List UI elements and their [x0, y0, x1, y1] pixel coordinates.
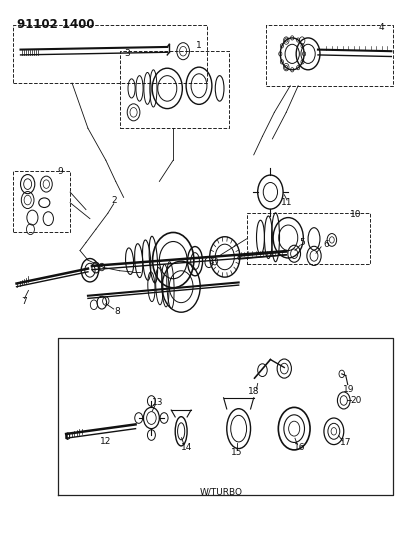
Text: 2: 2 — [111, 196, 117, 205]
Text: 3: 3 — [125, 50, 131, 58]
Text: 91102 1400: 91102 1400 — [17, 18, 94, 31]
Text: 13: 13 — [152, 398, 163, 407]
Text: 4: 4 — [378, 23, 384, 32]
Text: 10: 10 — [350, 210, 361, 219]
Text: 19: 19 — [343, 385, 355, 394]
Text: 8: 8 — [115, 307, 121, 316]
Text: 7: 7 — [21, 296, 27, 305]
Text: 14: 14 — [181, 443, 193, 452]
Text: 20: 20 — [350, 396, 361, 405]
Text: 5: 5 — [299, 238, 305, 247]
Text: 6: 6 — [323, 240, 329, 249]
Text: 18: 18 — [248, 387, 259, 396]
Text: W/TURBO: W/TURBO — [199, 488, 242, 497]
Text: 16: 16 — [295, 443, 306, 452]
Text: 17: 17 — [340, 439, 351, 448]
Text: 15: 15 — [231, 448, 242, 457]
Text: 11: 11 — [281, 198, 292, 207]
Text: 12: 12 — [100, 438, 111, 447]
Text: 1: 1 — [196, 42, 202, 51]
Text: 9: 9 — [57, 167, 63, 176]
